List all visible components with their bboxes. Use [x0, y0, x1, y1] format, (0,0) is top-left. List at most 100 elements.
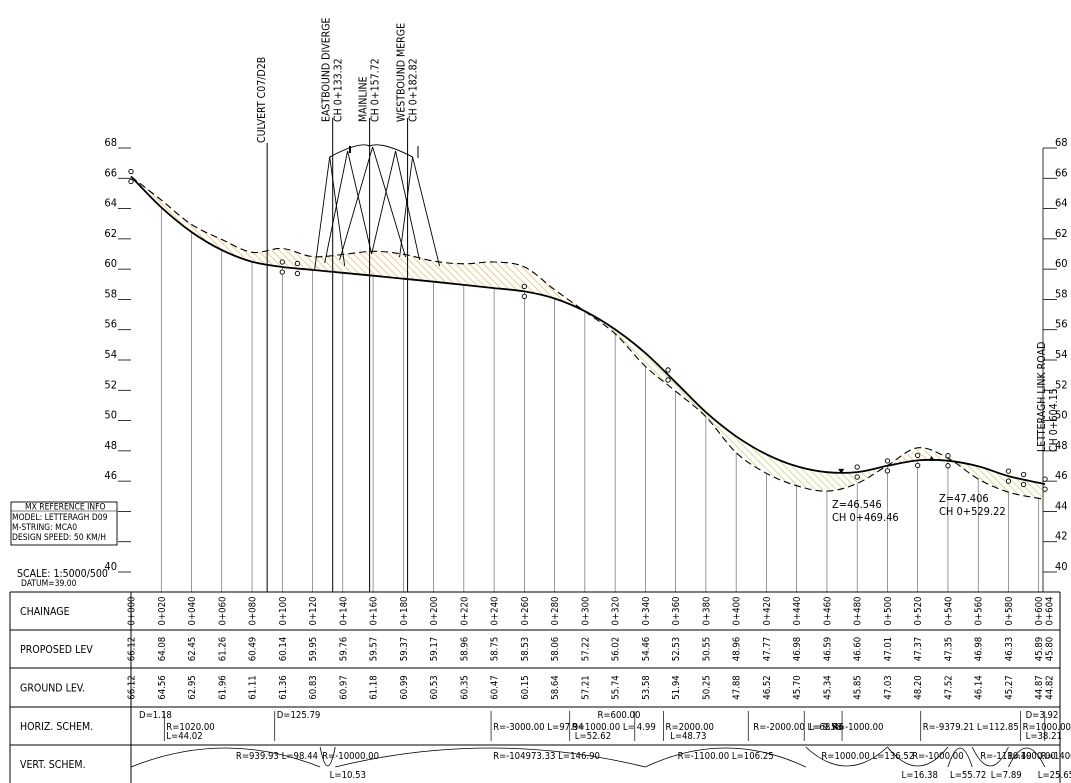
- horiz-schem-label: R=-1000.00: [832, 722, 884, 733]
- table-cell: 46.60: [853, 637, 864, 661]
- table-cell: 47.88: [732, 675, 743, 699]
- table-cell: 46.98: [974, 637, 985, 661]
- table-cell: 50.55: [701, 637, 712, 661]
- profile-point-marker: [521, 293, 527, 300]
- end-road-label: LETTERAGH LINK ROAD: [1036, 342, 1048, 452]
- profile-point-marker: [884, 458, 891, 464]
- table-cell: 0+200: [429, 597, 440, 626]
- table-cell: 64.08: [157, 637, 168, 661]
- y-tick-label-right: 48: [1055, 439, 1068, 452]
- cut-hatch: [342, 251, 374, 276]
- y-tick-label-left: 52: [104, 378, 117, 391]
- table-cell: 0+400: [732, 597, 743, 626]
- fill-hatch: [826, 472, 858, 492]
- horiz-schem-label: R=-3000.00 L=97.94: [493, 722, 584, 733]
- table-cell: 66.12: [127, 675, 138, 699]
- table-cell: 58.75: [490, 637, 501, 661]
- y-tick-label-left: 56: [104, 318, 117, 331]
- table-cell: 0+180: [399, 597, 410, 626]
- junction-structure: [314, 144, 441, 270]
- fill-hatch: [978, 466, 1009, 493]
- table-cell: 45.80: [1045, 637, 1056, 661]
- table-cell: 0+340: [641, 597, 652, 626]
- table-cell: 45.89: [1034, 637, 1045, 661]
- vert-schem-label: R=-1100.00 L=106.25: [678, 751, 774, 762]
- profile-point-marker: [1042, 476, 1048, 482]
- low-point-marker: [838, 468, 845, 474]
- profile-point-marker: [1005, 478, 1012, 484]
- cut-hatch: [191, 224, 222, 251]
- marker-title: WESTBOUND MERGE: [396, 23, 408, 122]
- table-cell: 61.96: [217, 675, 228, 699]
- profile-point-marker: [1042, 486, 1048, 492]
- marker-title: MAINLINE: [358, 76, 370, 122]
- table-cell: 48.20: [913, 675, 924, 699]
- profile-point-marker: [884, 468, 891, 474]
- y-tick-label-right: 66: [1055, 166, 1068, 179]
- scale-label: SCALE: 1:5000/500: [17, 568, 108, 580]
- table-cell: 0+040: [187, 597, 198, 626]
- y-tick-label-right: 64: [1055, 197, 1068, 210]
- ground-level-line: [130, 176, 1046, 500]
- end-road-chainage: CH 0+604.15: [1048, 388, 1060, 452]
- horiz-schem-label: L=38.21: [1026, 731, 1062, 742]
- table-cell: 50.25: [701, 675, 712, 699]
- table-cell: 0+080: [248, 597, 259, 626]
- profile-point-marker: [854, 464, 860, 470]
- marker-chainage: CH 0+157.72: [370, 58, 382, 122]
- vert-schem-label: R=1000.00: [1007, 751, 1055, 762]
- horiz-schem-label: L=: [809, 722, 821, 733]
- table-cell: 44.82: [1045, 675, 1056, 699]
- profile-point-marker: [279, 269, 285, 275]
- table-cell: 47.01: [883, 637, 894, 661]
- structure-leg: [372, 146, 407, 258]
- table-cell: 0+540: [943, 597, 954, 626]
- y-tick-label-left: 68: [104, 136, 117, 149]
- profile-point-marker: [1020, 481, 1027, 488]
- table-cell: 53.58: [641, 675, 652, 699]
- table-cell: 46.59: [822, 637, 833, 661]
- y-tick-label-left: 48: [104, 439, 117, 452]
- vert-schem-label: R=1000.00 L=136.52: [821, 751, 914, 762]
- cut-hatch: [403, 254, 434, 282]
- horiz-schem-label: 9.58: [823, 722, 842, 733]
- vert-curve-arc: [947, 747, 973, 768]
- data-table: CHAINAGE 0+000 0+020 0+040 0+060 0+080 0+100 0+…: [9, 591, 1071, 783]
- horiz-schem-label: D=125.79: [277, 710, 321, 721]
- structure-leg: [412, 156, 441, 267]
- structure-leg: [339, 146, 374, 261]
- table-cell: 45.34: [822, 675, 833, 699]
- vert-curve-arc: [319, 746, 336, 767]
- table-cell: 48.96: [732, 637, 743, 661]
- y-tick-label-left: 46: [104, 469, 117, 482]
- horiz-schem-label: R=1000.00 L=: [572, 722, 635, 733]
- datum-label: DATUM=39.00: [21, 579, 77, 589]
- fill-hatch: [705, 412, 737, 453]
- y-tick-label-right: 44: [1055, 499, 1068, 512]
- profile-point-marker: [665, 367, 671, 373]
- table-cell: 62.95: [187, 675, 198, 699]
- table-cell: 47.52: [943, 675, 954, 699]
- cut-hatch: [373, 251, 404, 279]
- cut-hatch: [312, 254, 343, 273]
- horiz-schem-label: R=1000.00: [1023, 722, 1071, 733]
- table-cell: 59.95: [308, 637, 319, 661]
- table-cell: 0+160: [369, 597, 380, 626]
- culvert-label: CULVERT C07/D2B: [256, 57, 268, 143]
- table-cell: 60.49: [248, 637, 259, 661]
- table-cell: 0+000: [127, 597, 138, 626]
- vert-curve-arc: [805, 746, 888, 767]
- horiz-schem-label: R=-9379.21 L=112.85: [923, 722, 1019, 733]
- cut-hatch: [524, 266, 555, 299]
- table-cell: 44.87: [1034, 675, 1045, 699]
- table-cell: 45.85: [853, 675, 864, 699]
- table-cell: 58.64: [550, 675, 561, 699]
- vert-curve-arc: [335, 747, 646, 768]
- profile-point-marker: [854, 474, 860, 480]
- cut-hatch: [433, 261, 464, 285]
- table-cell: 0+220: [459, 597, 470, 626]
- table-cell: 0+480: [853, 597, 864, 626]
- vert-schem-label: R=-1000.00: [912, 751, 964, 762]
- table-cell: 45.70: [792, 675, 803, 699]
